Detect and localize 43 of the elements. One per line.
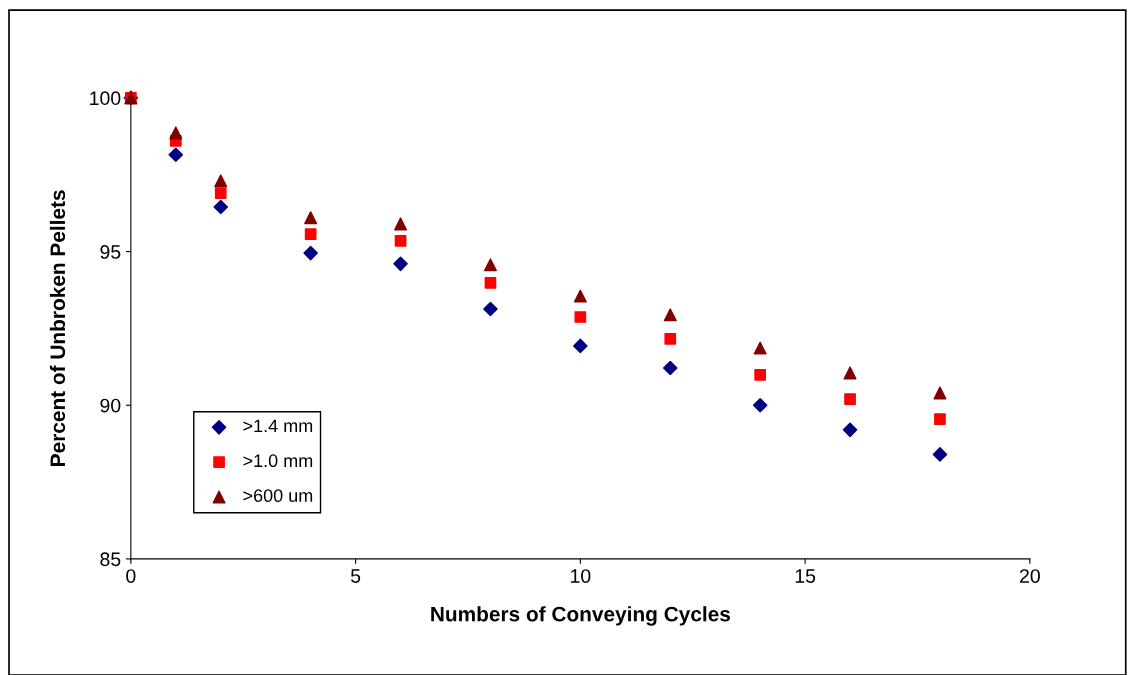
point [573,338,588,354]
point [664,332,677,345]
point [304,228,317,240]
point [393,256,408,272]
point [394,234,407,247]
point [574,311,587,323]
point [843,366,857,380]
x-tick-label: 15 [795,569,816,583]
point [213,199,229,215]
x-tick-label: 10 [571,569,591,583]
y-tick-label: 95 [100,245,121,259]
point [754,368,767,381]
x-tick-label: 0 [126,569,136,583]
x-tick-label: 5 [350,569,361,583]
point [842,422,858,438]
point [304,211,318,225]
x-tick-label: 20 [1020,569,1040,583]
point [934,413,946,425]
legend-label: >1.0 mm [243,454,313,468]
point [303,245,318,261]
point [394,217,408,231]
x-axis-title: Numbers of Conveying Cycles [431,606,731,626]
point [662,360,678,376]
y-tick-label: 90 [100,398,121,413]
point [844,393,856,405]
point [168,147,184,163]
point [752,397,768,413]
point [169,126,183,140]
point [484,277,497,289]
point [214,174,228,188]
point [663,308,677,322]
legend-label: >1.4 mm [243,419,313,433]
point [483,301,498,317]
point [483,258,497,272]
point [753,341,767,355]
point [933,386,947,400]
point [214,187,227,199]
y-tick-label: 100 [90,91,121,106]
legend-label: >600 um [243,489,313,503]
point [573,289,587,303]
point [932,447,948,462]
y-axis-title: Percent of Unbroken Pellets [49,190,66,466]
y-tick-label: 85 [100,552,121,567]
